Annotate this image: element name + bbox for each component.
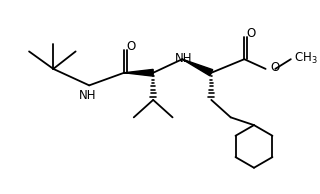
Text: O: O xyxy=(246,28,256,41)
Text: NH: NH xyxy=(174,52,192,65)
Text: NH: NH xyxy=(78,89,96,102)
Text: CH$_3$: CH$_3$ xyxy=(294,51,317,66)
Polygon shape xyxy=(182,59,213,76)
Text: O: O xyxy=(126,40,135,53)
Text: O: O xyxy=(270,61,280,74)
Polygon shape xyxy=(124,69,153,76)
